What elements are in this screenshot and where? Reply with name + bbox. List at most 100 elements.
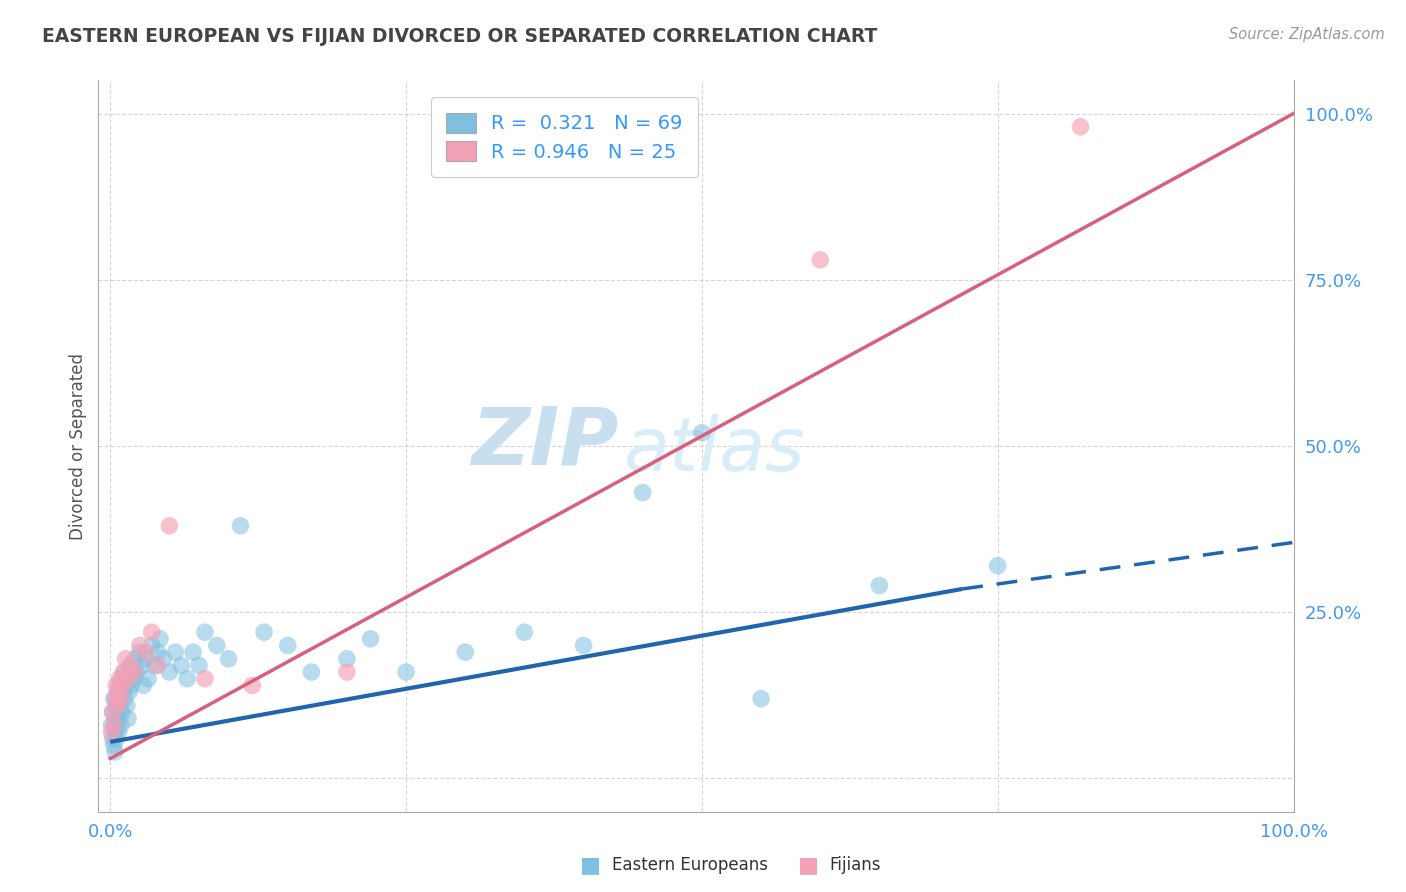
Point [188,658,211,673]
Point [118,685,141,699]
Point [122,672,145,686]
Text: Fijians: Fijians [830,856,882,874]
Point [114,691,136,706]
Point [135,645,157,659]
Point [176,672,198,686]
Point [146,658,169,673]
Point [105,718,128,732]
Point [101,731,124,746]
Point [101,705,124,719]
Point [170,658,193,673]
Point [114,652,136,666]
Point [103,738,125,752]
Point [105,685,128,699]
Text: EASTERN EUROPEAN VS FIJIAN DIVORCED OR SEPARATED CORRELATION CHART: EASTERN EUROPEAN VS FIJIAN DIVORCED OR S… [42,27,877,45]
Point [108,672,131,686]
Point [299,665,322,679]
Point [104,745,127,759]
Point [114,678,136,692]
Point [136,672,159,686]
Point [141,639,163,653]
Point [336,665,359,679]
Point [117,672,139,686]
Point [111,678,134,692]
Point [100,725,122,739]
Point [112,685,135,699]
Point [149,632,172,646]
Point [253,625,276,640]
Y-axis label: Divorced or Separated: Divorced or Separated [69,352,87,540]
Point [146,645,169,659]
Text: ■: ■ [799,855,818,875]
Point [395,665,418,679]
Point [277,639,299,653]
Point [110,718,132,732]
Text: ■: ■ [581,855,600,875]
Point [125,665,148,679]
Point [103,718,125,732]
Point [808,252,831,267]
Point [111,705,134,719]
Point [690,425,713,440]
Point [157,665,180,679]
Point [108,698,131,713]
Point [105,705,128,719]
Point [104,712,127,726]
Point [240,678,263,692]
Point [105,678,128,692]
Text: ZIP: ZIP [471,403,619,482]
Point [165,645,187,659]
Point [117,712,139,726]
Point [105,698,128,713]
Point [105,731,128,746]
Point [128,639,150,653]
Point [101,705,124,719]
Point [194,672,217,686]
Point [100,718,122,732]
Point [115,698,138,713]
Point [868,579,890,593]
Point [141,625,163,640]
Point [143,658,166,673]
Point [1070,120,1092,134]
Point [157,518,180,533]
Point [987,558,1010,573]
Point [110,691,132,706]
Point [117,672,139,686]
Text: Source: ZipAtlas.com: Source: ZipAtlas.com [1229,27,1385,42]
Point [107,712,129,726]
Point [112,665,135,679]
Point [454,645,477,659]
Point [122,665,145,679]
Point [572,639,595,653]
Point [105,698,128,713]
Text: Eastern Europeans: Eastern Europeans [612,856,768,874]
Point [152,652,174,666]
Point [749,691,772,706]
Point [104,725,127,739]
Point [229,518,252,533]
Point [120,658,142,673]
Point [121,665,143,679]
Point [360,632,382,646]
Point [128,645,150,659]
Point [110,691,132,706]
Point [104,691,127,706]
Point [111,672,134,686]
Point [120,658,142,673]
Text: atlas: atlas [624,414,806,485]
Point [194,625,217,640]
Point [336,652,359,666]
Point [631,485,654,500]
Point [108,678,131,692]
Point [135,652,157,666]
Point [132,678,155,692]
Point [114,665,136,679]
Point [107,685,129,699]
Point [181,645,204,659]
Legend: R =  0.321   N = 69, R = 0.946   N = 25: R = 0.321 N = 69, R = 0.946 N = 25 [430,97,697,178]
Point [103,691,125,706]
Point [513,625,536,640]
Point [205,639,228,653]
Point [107,725,129,739]
